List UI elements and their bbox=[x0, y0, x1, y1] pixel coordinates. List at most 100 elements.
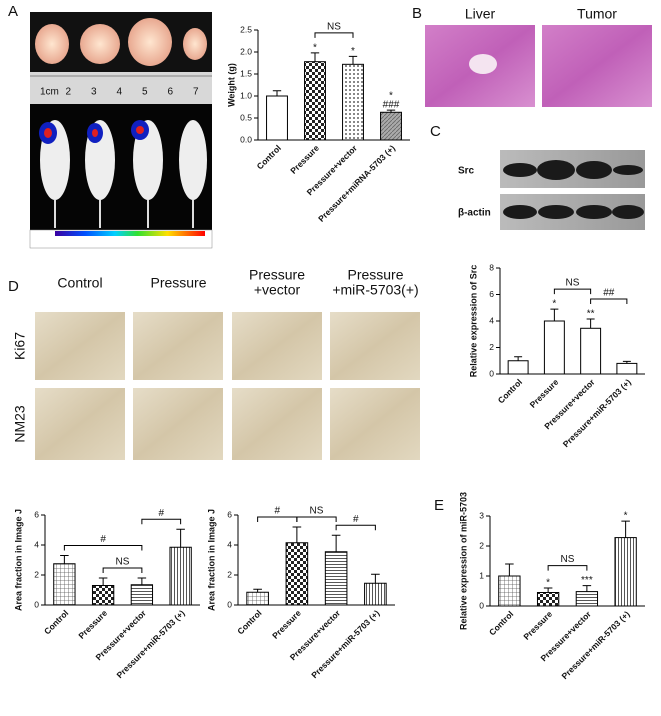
bracket-label: # bbox=[274, 506, 280, 517]
error-bar bbox=[622, 360, 631, 364]
significance-label: * bbox=[552, 299, 556, 310]
bar bbox=[536, 592, 560, 607]
column-header: Pressure bbox=[249, 267, 305, 283]
bar bbox=[169, 546, 192, 606]
error-bar bbox=[550, 308, 559, 321]
bar bbox=[575, 591, 599, 607]
y-tick-label: 1.5 bbox=[240, 68, 252, 78]
bar bbox=[53, 563, 76, 606]
bracket bbox=[547, 565, 588, 571]
error-bar bbox=[253, 588, 262, 593]
bar bbox=[285, 542, 309, 606]
bar bbox=[246, 591, 269, 606]
x-tick-label: Control bbox=[496, 377, 524, 405]
error-bar bbox=[272, 90, 282, 96]
ruler-label: 3 bbox=[91, 87, 97, 98]
error-bar bbox=[310, 52, 320, 62]
mice-photo bbox=[30, 104, 212, 230]
tumor-photo bbox=[30, 12, 212, 72]
bracket bbox=[590, 298, 628, 305]
error-bar bbox=[98, 577, 108, 586]
error-bar bbox=[60, 555, 69, 564]
x-tick-label: Pressure+miR-5703 (+) bbox=[114, 608, 186, 680]
bar bbox=[304, 61, 326, 141]
row-label: Ki67 bbox=[12, 332, 28, 360]
significance-label: ### bbox=[383, 100, 400, 111]
x-tick-label: Pressure+miRNA-5703 (+) bbox=[316, 143, 397, 224]
x-tick-label: Control bbox=[487, 609, 515, 637]
ruler-label: 7 bbox=[193, 87, 199, 98]
error-bar bbox=[514, 356, 523, 361]
y-tick-label: 2 bbox=[227, 569, 232, 579]
ruler-label: 4 bbox=[117, 87, 123, 98]
bar bbox=[130, 584, 154, 606]
error-bar bbox=[348, 55, 358, 65]
y-axis-label: Weight (g) bbox=[226, 63, 236, 107]
blot-label: Src bbox=[458, 166, 475, 177]
y-axis-label: Relative expression of miR-5703 bbox=[458, 492, 468, 630]
histology-title: Tumor bbox=[577, 6, 617, 22]
error-bar bbox=[586, 318, 595, 329]
y-axis-label: Relative expression of Src bbox=[468, 265, 478, 378]
x-tick-label: Pressure bbox=[270, 608, 303, 641]
ruler-label: 1cm bbox=[40, 87, 59, 98]
bar bbox=[342, 63, 364, 141]
bar bbox=[498, 575, 521, 607]
y-axis-label: Area fraction in Image J bbox=[206, 509, 216, 611]
x-tick-label: Pressure+miR-5703 (+) bbox=[561, 377, 633, 449]
y-tick-label: 2.5 bbox=[240, 24, 252, 34]
y-tick-label: 4 bbox=[489, 315, 494, 325]
bar bbox=[266, 95, 288, 141]
y-tick-label: 0 bbox=[479, 600, 484, 610]
error-bar bbox=[386, 109, 396, 113]
significance-label: * bbox=[389, 91, 393, 102]
ihc-images bbox=[35, 312, 420, 460]
x-tick-label: Pressure bbox=[528, 377, 561, 410]
column-header: Control bbox=[57, 275, 102, 291]
bracket bbox=[335, 524, 376, 531]
x-tick-label: Pressure bbox=[76, 608, 109, 641]
bar bbox=[324, 551, 348, 606]
bracket-label: ## bbox=[603, 288, 615, 299]
significance-label: * bbox=[351, 46, 355, 57]
bracket-label: NS bbox=[116, 557, 130, 568]
bar bbox=[364, 582, 387, 606]
panel-label: E bbox=[434, 497, 444, 514]
x-tick-label: Pressure+miR-5703 (+) bbox=[309, 608, 381, 680]
y-tick-label: 2.0 bbox=[240, 46, 252, 56]
western-blot bbox=[500, 150, 645, 230]
y-tick-label: 4 bbox=[34, 539, 39, 549]
colorbar bbox=[29, 229, 213, 249]
y-tick-label: 0.0 bbox=[240, 134, 252, 144]
bar bbox=[616, 362, 638, 375]
panel-label: D bbox=[8, 278, 19, 295]
y-tick-label: 1 bbox=[479, 570, 484, 580]
y-tick-label: 1.0 bbox=[240, 90, 252, 100]
bracket-label: NS bbox=[310, 506, 324, 517]
y-axis-label: Area fraction in Image J bbox=[13, 509, 23, 611]
y-tick-label: 0 bbox=[489, 368, 494, 378]
y-tick-label: 2 bbox=[479, 540, 484, 550]
bar bbox=[91, 585, 115, 606]
bar bbox=[580, 327, 602, 375]
bracket bbox=[257, 516, 298, 522]
bracket-label: NS bbox=[327, 22, 341, 33]
y-tick-label: 4 bbox=[227, 539, 232, 549]
bracket bbox=[141, 518, 182, 525]
ruler-label: 5 bbox=[142, 87, 148, 98]
x-tick-label: Pressure bbox=[288, 143, 321, 176]
histology-title: Liver bbox=[465, 6, 496, 22]
bracket-label: NS bbox=[561, 554, 575, 565]
panel-label: A bbox=[8, 3, 18, 20]
blot-label: β-actin bbox=[458, 208, 491, 219]
significance-label: ** bbox=[587, 309, 595, 320]
bracket-label: NS bbox=[566, 278, 580, 289]
error-bar bbox=[176, 528, 185, 548]
bracket bbox=[553, 288, 592, 295]
column-header: Pressure bbox=[347, 267, 403, 283]
error-bar bbox=[505, 563, 514, 576]
error-bar bbox=[371, 573, 380, 584]
y-tick-label: 2 bbox=[34, 569, 39, 579]
bracket-label: # bbox=[158, 508, 164, 519]
